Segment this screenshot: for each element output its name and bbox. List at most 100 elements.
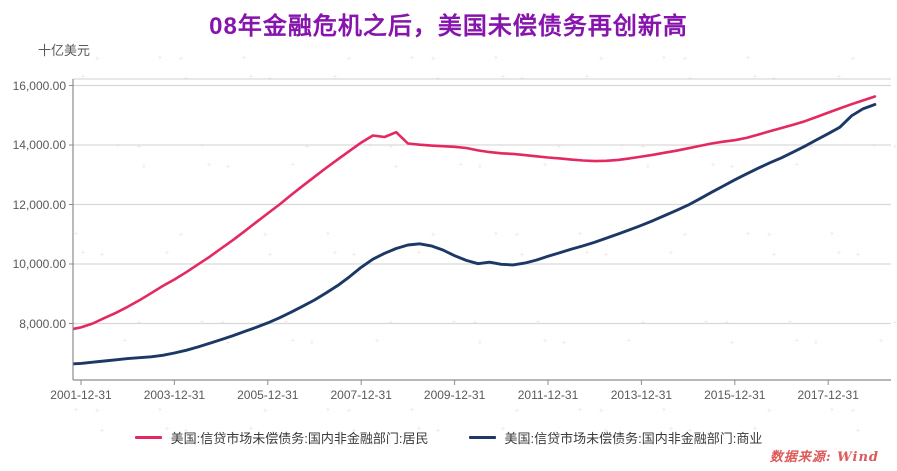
watermark-plus-mark: + (249, 424, 254, 433)
watermark-plus-mark: + (249, 72, 254, 81)
x-axis-tick-label: 2007-12-31 (330, 388, 392, 402)
watermark-plus-mark: + (81, 72, 86, 81)
watermark-plus-mark: + (74, 229, 79, 238)
watermark-plus-mark: + (81, 248, 86, 257)
business-series-line (73, 103, 877, 366)
watermark-plus-mark: + (767, 230, 772, 239)
y-axis-tick-label: 12,000.00 (12, 197, 66, 212)
watermark-plus-mark: + (95, 406, 100, 415)
watermark-plus-mark: + (662, 53, 667, 62)
watermark-plus-mark: + (704, 317, 709, 326)
watermark-plus-mark: + (669, 424, 674, 433)
watermark-plus-mark: + (431, 230, 436, 239)
watermark-plus-mark: + (347, 406, 352, 415)
watermark-plus-mark: + (263, 406, 268, 415)
watermark-plus-mark: + (543, 160, 548, 169)
watermark-plus-mark: + (410, 53, 415, 62)
watermark-plus-mark: + (585, 72, 590, 81)
watermark-plus-mark: + (641, 318, 646, 327)
watermark-plus-mark: + (856, 250, 861, 259)
watermark-plus-mark: + (226, 162, 231, 171)
watermark-plus-mark: + (746, 229, 751, 238)
watermark-plus-mark: + (683, 230, 688, 239)
watermark-plus-mark: + (326, 229, 331, 238)
households-series-line (73, 95, 877, 331)
watermark-plus-mark: + (200, 317, 205, 326)
watermark-plus-mark: + (669, 248, 674, 257)
watermark-plus-mark: + (291, 160, 296, 169)
watermark-plus-mark: + (562, 338, 567, 347)
x-axis-tick-label: 2011-12-31 (517, 388, 579, 402)
watermark-plus-mark: + (809, 142, 814, 151)
watermark-plus-mark: + (557, 142, 562, 151)
legend-label-business: 美国:信贷市场未偿债务:国内非金融部门:商业 (504, 431, 763, 446)
x-axis-tick-label: 2009-12-31 (423, 388, 486, 402)
watermark-plus-mark: + (165, 248, 170, 257)
watermark-plus-mark: + (641, 142, 646, 151)
chart-legend: 美国:信贷市场未偿债务:国内非金融部门:居民 美国:信贷市场未偿债务:国内非金融… (0, 428, 897, 447)
business-line-swatch (468, 436, 496, 439)
watermark-plus-mark: + (788, 317, 793, 326)
watermark-plus-mark: + (284, 317, 289, 326)
watermark-plus-mark: + (394, 162, 399, 171)
watermark-plus-mark: + (158, 405, 163, 414)
y-axis-tick-label: 10,000.00 (12, 257, 66, 271)
watermark-plus-mark: + (856, 426, 861, 435)
watermark-plus-mark: + (417, 424, 422, 433)
watermark-plus-mark: + (746, 53, 751, 62)
watermark-plus-mark: + (459, 160, 464, 169)
watermark-plus-mark: + (646, 162, 651, 171)
watermark-plus-mark: + (179, 230, 184, 239)
watermark-plus-mark: + (585, 248, 590, 257)
watermark-plus-mark: + (501, 72, 506, 81)
watermark-plus-mark: + (268, 250, 273, 259)
watermark-plus-mark: + (795, 160, 800, 169)
watermark-plus-mark: + (604, 250, 609, 259)
watermark-plus-mark: + (753, 72, 758, 81)
watermark-plus-mark: + (242, 53, 247, 62)
watermark-plus-mark: + (893, 318, 897, 327)
watermark-plus-mark: + (767, 406, 772, 415)
watermark-plus-mark: + (494, 229, 499, 238)
watermark-plus-mark: + (184, 426, 189, 435)
watermark-plus-mark: + (543, 336, 548, 345)
watermark-plus-mark: + (879, 336, 884, 345)
y-axis-unit-label: 十亿美元 (38, 43, 91, 58)
watermark-plus-mark: + (753, 424, 758, 433)
watermark-plus-mark: + (494, 53, 499, 62)
watermark-plus-mark: + (226, 338, 231, 347)
watermark-plus-mark: + (158, 53, 163, 62)
x-axis-tick-label: 2013-12-31 (610, 388, 673, 402)
watermark-plus-mark: + (837, 72, 842, 81)
watermark-plus-mark: + (830, 405, 835, 414)
x-axis-tick-label: 2001-12-31 (50, 388, 112, 402)
watermark-plus-mark: + (515, 230, 520, 239)
legend-label-households: 美国:信贷市场未偿债务:国内非金融部门:居民 (170, 431, 429, 446)
watermark-plus-mark: + (837, 248, 842, 257)
watermark-plus-mark: + (179, 54, 184, 63)
y-axis-tick-label: 14,000.00 (12, 138, 66, 152)
watermark-plus-mark: + (347, 54, 352, 63)
watermark-plus-mark: + (100, 426, 105, 435)
watermark-plus-mark: + (452, 317, 457, 326)
households-line-swatch (134, 436, 162, 439)
watermark-plus-mark: + (431, 54, 436, 63)
watermark-plus-mark: + (599, 54, 604, 63)
watermark-plus-mark: + (74, 405, 79, 414)
watermark-plus-mark: + (100, 250, 105, 259)
watermark-plus-mark: + (520, 250, 525, 259)
watermark-plus-mark: + (795, 336, 800, 345)
watermark-plus-mark: + (417, 248, 422, 257)
watermark-plus-mark: + (137, 318, 142, 327)
watermark-plus-mark: + (578, 405, 583, 414)
watermark-plus-mark: + (536, 317, 541, 326)
watermark-plus-mark: + (604, 426, 609, 435)
data-source-note: 数据来源: Wind (769, 450, 879, 465)
watermark-plus-mark: + (893, 142, 897, 151)
watermark-plus-mark: + (352, 250, 357, 259)
watermark-plus-mark: + (291, 336, 296, 345)
legend-item-business: 美国:信贷市场未偿债务:国内非金融部门:商业 (468, 428, 763, 447)
watermark-plus-mark: + (326, 405, 331, 414)
watermark-plus-mark: + (410, 405, 415, 414)
